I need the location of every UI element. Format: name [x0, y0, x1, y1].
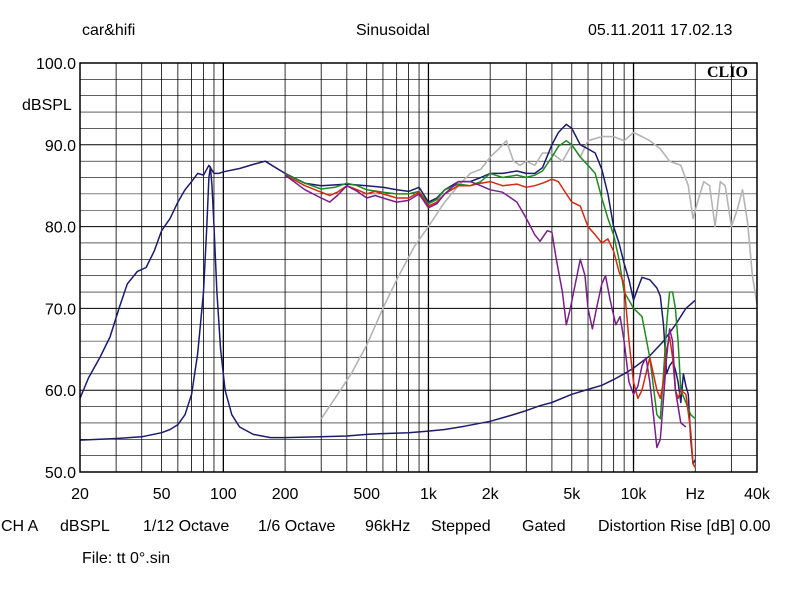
axis-labels: 100.0 90.0 80.0 70.0 60.0 50.0 20 50 100 200 500 1k…: [36, 56, 771, 503]
x-tick-label: 200: [272, 486, 299, 503]
x-tick-label: 500: [353, 486, 380, 503]
x-axis-unit-label: Hz: [685, 486, 705, 503]
x-tick-label: 2k: [482, 486, 500, 503]
x-tick-label: 50: [153, 486, 171, 503]
y-axis-unit-label: dBSPL: [22, 97, 72, 114]
series-line-3-navy: [79, 166, 696, 441]
x-tick-label: 10k: [621, 486, 648, 503]
x-tick-label: 5k: [563, 486, 581, 503]
y-tick-label: 80.0: [45, 220, 76, 237]
series-line-4-green: [284, 139, 696, 420]
footer-smoothing: 1/12 Octave: [143, 518, 230, 535]
y-tick-label: 50.0: [45, 465, 76, 482]
y-tick-label: 70.0: [45, 301, 76, 318]
footer-sample-rate: 96kHz: [365, 518, 411, 535]
plot-frame: [79, 62, 758, 473]
y-tick-label: 100.0: [36, 56, 76, 73]
footer-channel: CH A: [1, 518, 39, 535]
y-tick-label: 60.0: [45, 383, 76, 400]
footer-distortion: Distortion Rise [dB] 0.00: [598, 518, 771, 535]
header-brand: car&hifi: [82, 22, 136, 39]
header-mode: Sinusoidal: [356, 22, 430, 39]
series-line-1-gray: [320, 131, 758, 420]
y-tick-label: 90.0: [45, 138, 76, 155]
x-tick-label: 100: [210, 486, 237, 503]
series-line-6-purple: [284, 174, 687, 449]
header-timestamp: 05.11.2011 17.02.13: [588, 22, 733, 39]
plot-background: [80, 63, 757, 472]
clio-logo: CLIO: [707, 64, 748, 81]
curves: [79, 123, 758, 469]
x-tick-label: 20: [71, 486, 89, 503]
x-tick-label: 1k: [420, 486, 438, 503]
series-line-2-navy: [79, 123, 696, 465]
footer-file: File: tt 0°.sin: [82, 550, 171, 567]
footer-unit: dBSPL: [60, 518, 110, 535]
x-tick-label: 40k: [744, 486, 771, 503]
footer-mode: Stepped: [431, 518, 491, 535]
series-line-5-red: [284, 174, 696, 469]
footer-gating: Gated: [522, 518, 566, 535]
footer-resolution: 1/6 Octave: [258, 518, 336, 535]
